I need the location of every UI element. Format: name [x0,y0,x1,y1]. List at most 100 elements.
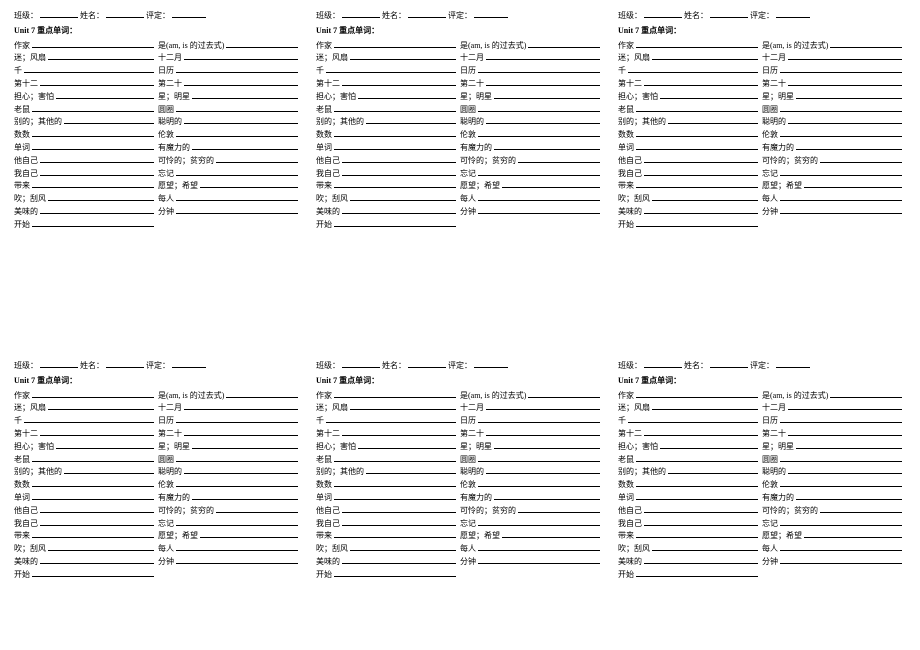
blank-line [636,181,758,188]
vocab-label: 吹；刮风 [316,543,348,556]
blank-line [518,156,600,163]
vocab-cell-left: 他自己 [316,155,460,168]
vocab-label: 聪明的 [460,116,484,129]
blank-line [652,544,758,551]
blank-line [780,544,902,551]
blank-line [776,11,810,18]
vocab-label: 圆圈 [762,104,778,117]
vocab-row: 别的；其他的聪明的 [14,116,302,129]
vocab-row: 开始 [14,219,302,232]
vocab-cell-left: 第十二 [316,78,460,91]
vocab-cell-left: 数数 [618,129,762,142]
blank-line [494,143,600,150]
vocab-cell-right: 星；明星 [460,91,604,104]
vocab-cell-right: 是(am, is 的过去式) [762,40,906,53]
blank-line [342,429,456,436]
vocab-cell-right: 分钟 [762,556,906,569]
vocab-label: 愿望；希望 [460,180,500,193]
blank-line [184,53,298,60]
vocab-label: 分钟 [460,556,476,569]
vocab-label: 十二月 [158,52,182,65]
vocab-cell-left: 吹；刮风 [316,543,460,556]
blank-line [40,518,154,525]
blank-line [32,104,154,111]
blank-line [32,143,154,150]
vocab-cell-right: 有魔力的 [762,492,906,505]
vocab-cell-left: 作家 [618,40,762,53]
vocab-row: 别的；其他的聪明的 [14,466,302,479]
vocab-cell-left: 迷；风扇 [618,402,762,415]
vocab-cell-left: 别的；其他的 [14,466,158,479]
card-header: 班级：姓名：评定： [14,360,302,373]
blank-line [804,181,902,188]
unit-title: Unit 7 重点单词： [618,375,906,388]
blank-line [486,429,600,436]
blank-line [334,181,456,188]
vocab-cell-left: 老鼠 [14,454,158,467]
vocab-row: 单词有魔力的 [316,142,604,155]
vocab-cell-right: 日历 [158,65,302,78]
blank-line [478,416,600,423]
vocab-label: 开始 [618,569,634,582]
vocab-cell-left: 带来 [316,180,460,193]
vocab-cell-right: 伦敦 [158,479,302,492]
vocab-cell-left: 他自己 [14,155,158,168]
blank-line [820,156,902,163]
vocab-label: 美味的 [14,556,38,569]
blank-line [40,429,154,436]
vocab-row: 我自己忘记 [618,168,906,181]
vocab-row: 作家是(am, is 的过去式) [316,40,604,53]
vocab-row: 别的；其他的聪明的 [316,466,604,479]
blank-line [334,531,456,538]
vocab-cell-left: 第十二 [618,78,762,91]
vocab-label: 忘记 [460,168,476,181]
vocab-cell-right: 伦敦 [158,129,302,142]
vocab-row: 我自己忘记 [316,168,604,181]
vocab-row: 数数伦敦 [316,129,604,142]
vocab-cell-right: 有魔力的 [460,492,604,505]
vocab-label: 伦敦 [460,129,476,142]
blank-line [780,480,902,487]
vocab-label: 日历 [762,415,778,428]
vocab-cell-right: 忘记 [762,518,906,531]
vocab-label: 是(am, is 的过去式) [460,40,526,53]
vocab-cell-left: 美味的 [14,556,158,569]
vocab-label: 十二月 [762,402,786,415]
vocab-cell-right: 是(am, is 的过去式) [460,390,604,403]
vocab-label: 带来 [316,180,332,193]
blank-line [644,79,758,86]
blank-line [176,416,298,423]
vocab-cell-right: 聪明的 [762,466,906,479]
vocab-row: 他自己可怜的；贫穷的 [316,155,604,168]
blank-line [660,92,758,99]
vocab-row: 第十二第二十 [14,428,302,441]
vocab-row: 第十二第二十 [618,78,906,91]
blank-line [56,92,154,99]
vocab-cell-left: 担心；害怕 [618,91,762,104]
vocab-label: 是(am, is 的过去式) [762,40,828,53]
blank-line [48,53,154,60]
blank-line [486,117,600,124]
vocab-label: 担心；害怕 [316,91,356,104]
vocab-label: 别的；其他的 [618,466,666,479]
vocab-row: 我自己忘记 [14,168,302,181]
vocab-label: 可怜的；贫穷的 [762,155,818,168]
blank-line [176,130,298,137]
vocab-row: 我自己忘记 [14,518,302,531]
vocab-cell-right: 日历 [762,415,906,428]
blank-line [40,557,154,564]
blank-line [710,11,748,18]
vocab-label: 是(am, is 的过去式) [460,390,526,403]
blank-line [32,480,154,487]
vocab-cell-right: 愿望；希望 [460,180,604,193]
vocab-cell-left: 美味的 [618,206,762,219]
blank-line [408,361,446,368]
vocab-cell-left: 老鼠 [14,104,158,117]
vocab-cell-left: 千 [316,415,460,428]
blank-line [342,11,380,18]
vocab-cell-left: 带来 [618,530,762,543]
vocab-row: 开始 [316,219,604,232]
vocab-label: 聪明的 [158,116,182,129]
vocab-cell-left: 美味的 [14,206,158,219]
vocab-label: 日历 [460,65,476,78]
